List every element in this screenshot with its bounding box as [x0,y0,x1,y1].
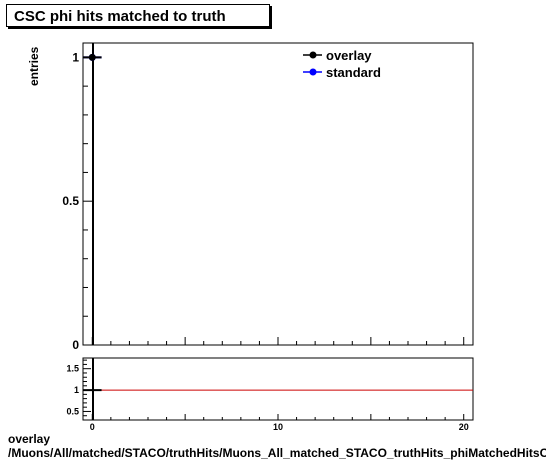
ratio-y-tick-label: 0.5 [66,406,79,416]
main-x-axis [91,337,465,345]
legend-marker-standard [309,68,317,76]
data-point-overlay [88,53,96,61]
footer-line-2: /Muons/All/matched/STACO/truthHits/Muons… [8,446,546,460]
ratio-x-tick-label: 20 [459,422,469,432]
legend-marker-overlay [309,51,317,59]
ratio-x-axis: 0 10 20 [90,414,469,432]
main-y-tick-label: 1 [72,50,79,64]
main-y-axis: 00.51 [62,50,93,352]
ratio-x-tick-label: 0 [90,422,95,432]
legend-label-standard: standard [326,65,381,80]
legend: overlay standard [303,48,381,80]
main-y-tick-label: 0.5 [62,194,79,208]
ratio-y-tick-label: 1.5 [66,364,79,374]
ratio-y-tick-label: 1 [74,385,79,395]
chart-title: CSC phi hits matched to truth [14,8,226,25]
main-plot-marks [83,43,102,345]
chart-title-box: CSC phi hits matched to truth [6,4,270,27]
ratio-y-axis: 0.5 1 1.5 [66,359,91,416]
main-y-tick-label: 0 [72,338,79,352]
footer-line-1: overlay [8,432,51,446]
ratio-x-tick-label: 10 [273,422,283,432]
ratio-plot-marks [83,358,473,420]
ratio-plot-frame [82,357,474,421]
legend-label-overlay: overlay [326,48,372,63]
main-plot-frame [82,42,474,346]
